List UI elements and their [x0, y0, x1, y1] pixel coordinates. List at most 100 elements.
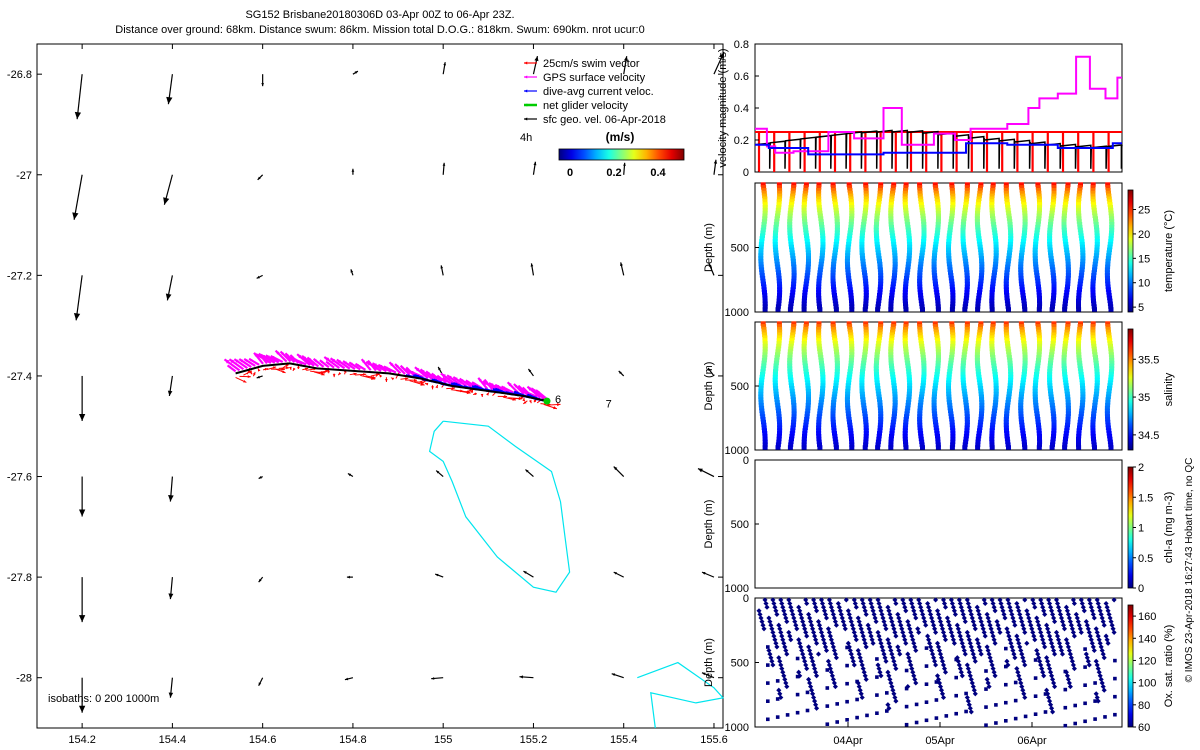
profile-sample — [817, 304, 822, 309]
profile-sample — [931, 256, 937, 261]
profile-sample — [964, 190, 970, 196]
surface-velocity-arrow-head — [613, 572, 617, 575]
profile-sample — [1063, 436, 1068, 442]
profile-sample — [1107, 380, 1113, 385]
profile-sample — [878, 324, 883, 329]
profile-sample — [1076, 338, 1082, 343]
oxygen-sample — [845, 645, 849, 650]
figure-title: SG152 Brisbane20180306D 03-Apr 00Z to 06… — [245, 9, 515, 21]
profile-sample — [964, 290, 970, 295]
profile-sample — [1047, 386, 1053, 391]
profile-sample — [762, 307, 768, 312]
profile-sample — [848, 227, 853, 233]
profile-sample — [773, 360, 779, 366]
profile-sample — [975, 210, 980, 216]
profile-sample — [878, 182, 884, 187]
gps-velocity-vector-head — [244, 358, 248, 362]
profile-sample — [1037, 433, 1042, 439]
profile-sample — [934, 374, 940, 380]
profile-sample — [977, 284, 983, 289]
profile-sample — [761, 357, 767, 363]
profile-sample — [816, 419, 822, 425]
profile-sample — [1064, 388, 1070, 394]
profile-sample — [845, 256, 850, 261]
profile-sample — [964, 329, 970, 335]
profile-sample — [760, 321, 766, 326]
profile-sample — [1047, 377, 1053, 383]
profile-sample — [961, 355, 967, 360]
profile-sample — [936, 216, 941, 221]
profile-sample — [801, 436, 807, 442]
profile-sample — [802, 428, 808, 433]
oxygen-sample — [853, 637, 859, 643]
profile-sample — [950, 425, 956, 430]
oxygen-sample — [855, 679, 859, 684]
profile-sample — [878, 411, 884, 416]
profile-sample — [773, 391, 779, 397]
oxygen-sample — [984, 669, 988, 673]
profile-sample — [976, 374, 982, 380]
profile-sample — [1105, 258, 1111, 264]
profile-sample — [1064, 425, 1070, 430]
profile-sample — [1093, 391, 1099, 397]
profile-sample — [989, 293, 995, 298]
profile-sample — [1077, 326, 1083, 332]
profile-sample — [1092, 307, 1097, 312]
profile-sample — [789, 436, 794, 442]
oxygen-sample — [931, 655, 937, 661]
oxygen-sample — [1087, 633, 1093, 639]
profile-sample — [789, 298, 794, 304]
profile-sample — [1021, 199, 1027, 204]
profile-sample — [761, 329, 767, 335]
profile-sample — [801, 442, 807, 447]
profile-sample — [1003, 329, 1009, 335]
profile-sample — [1090, 425, 1096, 430]
profile-sample — [1094, 386, 1100, 391]
swim-vector-head — [264, 368, 269, 371]
profile-sample — [976, 199, 982, 204]
profile-colorbar — [1127, 328, 1134, 451]
oxygen-sample — [1083, 651, 1089, 657]
profile-sample — [831, 261, 837, 267]
oxygen-sample — [799, 647, 805, 654]
profile-sample — [890, 419, 896, 425]
oxygen-sample — [934, 698, 939, 702]
profile-sample — [762, 332, 768, 337]
oxygen-sample — [903, 608, 909, 614]
surface-velocity-arrow-head — [168, 692, 174, 698]
profile-sample — [760, 278, 766, 284]
profile-sample — [1004, 270, 1010, 275]
profile-sample — [1036, 188, 1042, 193]
colorbar-tick-label: 100 — [1138, 678, 1156, 690]
depth-tick-label: 1000 — [725, 583, 749, 595]
profile-sample — [963, 261, 969, 267]
profile-sample — [863, 190, 869, 196]
profile-sample — [935, 366, 941, 371]
profile-sample — [888, 210, 894, 216]
oxygen-sample — [896, 647, 902, 654]
profile-sample — [875, 343, 881, 349]
profile-sample — [816, 205, 822, 210]
oxygen-sample — [787, 633, 793, 639]
profile-sample — [820, 241, 826, 247]
profile-sample — [1107, 439, 1113, 445]
profile-sample — [834, 219, 840, 224]
oxygen-sample — [1068, 655, 1074, 661]
oxygen-sample — [1064, 640, 1070, 646]
oxygen-sample — [883, 658, 889, 664]
profile-sample — [1051, 419, 1057, 425]
oxygen-sample — [903, 640, 909, 646]
map-x-tick-label: 154.6 — [249, 734, 277, 746]
profile-sample — [805, 386, 811, 391]
profile-sample — [859, 383, 865, 388]
surface-velocity-arrow-head — [435, 573, 439, 577]
profile-sample — [960, 380, 966, 385]
profile-sample — [931, 405, 937, 411]
velocity-y-label: velocity magnitude (m/s) — [717, 48, 729, 167]
oxygen-sample — [914, 702, 919, 707]
oxygen-sample — [966, 702, 972, 708]
profile-sample — [788, 377, 794, 383]
profile-sample — [948, 411, 954, 416]
oxygen-sample — [881, 619, 887, 625]
oxygen-sample — [1022, 694, 1028, 701]
